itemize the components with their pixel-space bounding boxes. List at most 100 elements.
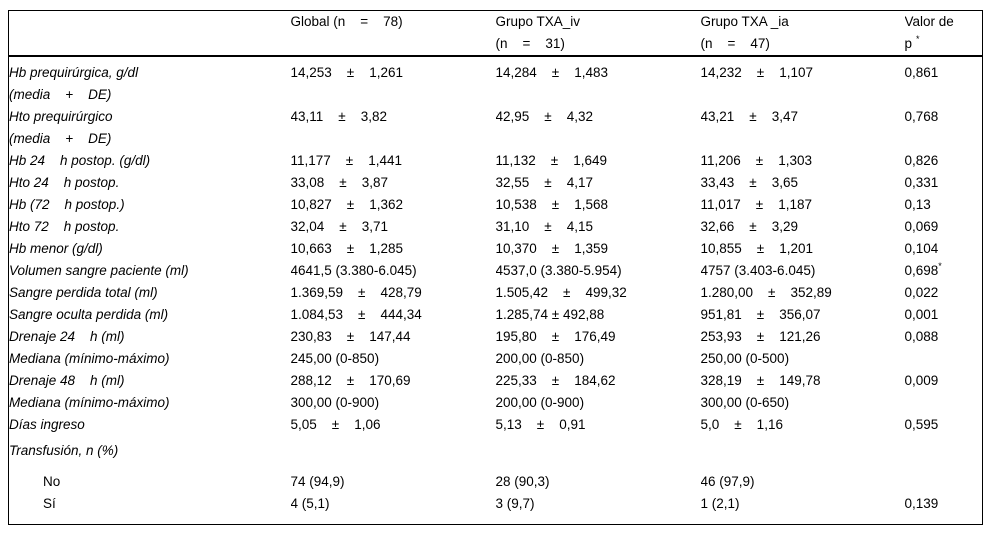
header-row: Global (n = 78) Grupo TXA_iv (n = 31) Gr… — [8, 11, 983, 57]
table-row: Transfusión, n (%) — [9, 436, 983, 471]
row-label: Sangre perdida total (ml) — [9, 285, 158, 300]
table-row: Sangre perdida total (ml) 1.369,59 ± 428… — [9, 282, 983, 304]
row-label: Hto prequirúrgico (media + DE) — [9, 109, 113, 146]
header-p-value: Valor de p * — [905, 11, 983, 57]
table-row: Hb 24 h postop. (g/dl) 11,177 ± 1,441 11… — [9, 150, 983, 172]
cell-txa-ia: 46 (97,9) — [700, 474, 755, 489]
cell-p-value: 0,861 — [904, 65, 939, 80]
cell-p-value: 0,139 — [904, 496, 939, 511]
header-empty-cell — [9, 11, 291, 57]
cell-p-value: 0,826 — [904, 153, 939, 168]
row-label: Hb (72 h postop.) — [9, 197, 125, 212]
row-label: Hb 24 h postop. (g/dl) — [9, 153, 151, 168]
cell-txa-iv: 195,80 ± 176,49 — [495, 329, 616, 344]
cell-p-value: 0,088 — [904, 329, 939, 344]
header-txa-ia: Grupo TXA _ia (n = 47) — [700, 14, 789, 51]
cell-txa-ia: 4757 (3.403-6.045) — [700, 263, 816, 278]
cell-p-value — [905, 392, 983, 414]
cell-p-value: 0,009 — [904, 373, 939, 388]
asterisk-superscript: * — [938, 260, 942, 271]
table-body: Hb prequirúrgica, g/dl (media + DE) 14,2… — [9, 56, 983, 525]
cell-p-value: 0,595 — [904, 417, 939, 432]
cell-global: 4641,5 (3.380-6.045) — [290, 263, 417, 278]
table-row: Hto 72 h postop. 32,04 ± 3,71 31,10 ± 4,… — [9, 216, 983, 238]
cell-txa-ia: 1.280,00 ± 352,89 — [700, 285, 832, 300]
cell-txa-iv: 225,33 ± 184,62 — [495, 373, 616, 388]
cell-txa-iv: 1.285,74 ± 492,88 — [495, 307, 605, 322]
cell-txa-iv: 200,00 (0-900) — [495, 395, 585, 410]
table-row: Hb menor (g/dl) 10,663 ± 1,285 10,370 ± … — [9, 238, 983, 260]
table-row: Volumen sangre paciente (ml) 4641,5 (3.3… — [9, 260, 983, 282]
cell-global: 245,00 (0-850) — [290, 351, 380, 366]
cell-p-value: 0,001 — [904, 307, 939, 322]
row-label: Drenaje 48 h (ml) — [9, 373, 125, 388]
results-table: Global (n = 78) Grupo TXA_iv (n = 31) Gr… — [8, 10, 983, 525]
cell-txa-iv: 3 (9,7) — [495, 496, 535, 511]
cell-txa-iv: 32,55 ± 4,17 — [495, 175, 593, 190]
results-table-container: Global (n = 78) Grupo TXA_iv (n = 31) Gr… — [8, 10, 983, 525]
cell-txa-ia: 32,66 ± 3,29 — [700, 219, 798, 234]
cell-txa-iv: 42,95 ± 4,32 — [495, 109, 593, 124]
table-row: Drenaje 24 h (ml) 230,83 ± 147,44 195,80… — [9, 326, 983, 348]
table-row: Drenaje 48 h (ml) 288,12 ± 170,69 225,33… — [9, 370, 983, 392]
cell-global: 1.084,53 ± 444,34 — [290, 307, 422, 322]
cell-p-value: 0,768 — [904, 109, 939, 124]
cell-txa-ia: 43,21 ± 3,47 — [700, 109, 798, 124]
cell-p-value — [905, 348, 983, 370]
row-label: Mediana (mínimo-máximo) — [9, 395, 170, 410]
cell-global: 32,04 ± 3,71 — [290, 219, 388, 234]
asterisk-superscript: * — [916, 33, 920, 44]
cell-txa-iv: 11,132 ± 1,649 — [495, 153, 608, 168]
cell-p-value: 0,13 — [904, 197, 931, 212]
table-row: No 74 (94,9) 28 (90,3) 46 (97,9) — [9, 471, 983, 493]
cell-p-value — [905, 436, 983, 471]
cell-global: 1.369,59 ± 428,79 — [290, 285, 422, 300]
cell-txa-ia: 11,206 ± 1,303 — [700, 153, 813, 168]
cell-global: 5,05 ± 1,06 — [290, 417, 381, 432]
table-row: Sangre oculta perdida (ml) 1.084,53 ± 44… — [9, 304, 983, 326]
cell-txa-ia — [701, 436, 905, 471]
cell-global — [291, 436, 496, 471]
cell-global: 43,11 ± 3,82 — [290, 109, 387, 124]
cell-global: 11,177 ± 1,441 — [290, 153, 403, 168]
cell-global: 10,827 ± 1,362 — [290, 197, 404, 212]
cell-txa-ia: 11,017 ± 1,187 — [700, 197, 813, 212]
table-row: Hb (72 h postop.) 10,827 ± 1,362 10,538 … — [9, 194, 983, 216]
cell-txa-iv: 31,10 ± 4,15 — [495, 219, 593, 234]
cell-p-value: 0,104 — [904, 241, 939, 256]
cell-txa-ia: 328,19 ± 149,78 — [700, 373, 821, 388]
cell-txa-ia: 951,81 ± 356,07 — [700, 307, 821, 322]
cell-txa-ia: 300,00 (0-650) — [700, 395, 790, 410]
cell-txa-ia: 14,232 ± 1,107 — [700, 65, 814, 80]
cell-txa-iv: 1.505,42 ± 499,32 — [495, 285, 627, 300]
row-label: Mediana (mínimo-máximo) — [9, 351, 170, 366]
cell-p-value — [905, 471, 983, 493]
row-label: Días ingreso — [9, 417, 85, 432]
cell-txa-iv: 10,370 ± 1,359 — [495, 241, 609, 256]
cell-p-value: 0,022 — [904, 285, 939, 300]
cell-txa-ia: 5,0 ± 1,16 — [700, 417, 783, 432]
cell-txa-ia: 10,855 ± 1,201 — [700, 241, 814, 256]
table-row: Mediana (mínimo-máximo) 245,00 (0-850) 2… — [9, 348, 983, 370]
table-row: Hb prequirúrgica, g/dl (media + DE) 14,2… — [9, 56, 983, 106]
cell-p-value: 0,331 — [904, 175, 939, 190]
cell-global: 300,00 (0-900) — [290, 395, 380, 410]
header-p-label: Valor de p — [904, 14, 954, 51]
cell-global: 230,83 ± 147,44 — [290, 329, 411, 344]
row-label: Volumen sangre paciente (ml) — [9, 263, 189, 278]
cell-global: 4 (5,1) — [290, 496, 330, 511]
row-label: Transfusión, n (%) — [9, 443, 119, 458]
cell-txa-iv: 28 (90,3) — [495, 474, 550, 489]
row-label: Hb menor (g/dl) — [9, 241, 103, 256]
cell-txa-ia: 253,93 ± 121,26 — [700, 329, 821, 344]
row-label: Hto 24 h postop. — [9, 175, 120, 190]
cell-global: 288,12 ± 170,69 — [290, 373, 411, 388]
cell-txa-iv: 10,538 ± 1,568 — [495, 197, 609, 212]
cell-txa-ia: 33,43 ± 3,65 — [700, 175, 798, 190]
row-label: Sangre oculta perdida (ml) — [9, 307, 169, 322]
cell-txa-iv: 200,00 (0-850) — [495, 351, 585, 366]
row-label: Hto 72 h postop. — [9, 219, 120, 234]
cell-p-value: 0,069 — [904, 219, 939, 234]
cell-global: 10,663 ± 1,285 — [290, 241, 404, 256]
row-label: Drenaje 24 h (ml) — [9, 329, 125, 344]
